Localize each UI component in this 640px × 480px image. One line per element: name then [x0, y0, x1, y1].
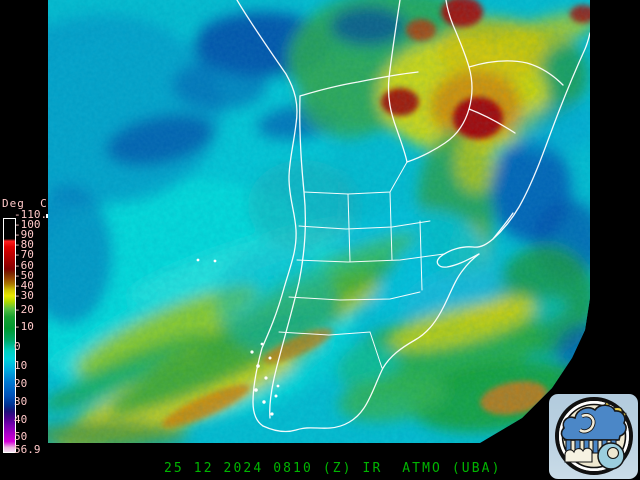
atmo-emblem: [555, 397, 633, 475]
scale-tick-label: 10: [14, 359, 28, 372]
andes-border: [269, 95, 307, 419]
emblem-white-ring: [559, 401, 629, 471]
brazil-border: [468, 60, 564, 86]
uruguay-border: [492, 212, 514, 240]
scale-tick-label: 56.9: [14, 443, 41, 456]
pacific-coastline: [236, 0, 298, 427]
paraguay-border: [406, 0, 473, 163]
scale-tick-label: -40: [14, 279, 34, 292]
timestamp-label: 25 12 2024 0810 (Z) IR ATMO (UBA): [164, 461, 502, 476]
bolivia-border: [299, 71, 419, 97]
province-borders: [278, 161, 445, 369]
scale-tick-label: 20: [14, 377, 28, 390]
scale-tick-label: 40: [14, 413, 28, 426]
scale-tick-label: -30: [14, 289, 34, 302]
andes-ice-speckles: [196, 258, 280, 416]
noise-texture-light: [48, 0, 590, 443]
scale-tick-label: -60: [14, 259, 34, 272]
rio-de-la-plata: [436, 32, 590, 268]
scale-tick-label: -50: [14, 269, 34, 282]
scale-tick-label: -80: [14, 238, 34, 251]
cloud-icon: [560, 404, 627, 441]
scale-tick-label: -110.: [14, 208, 48, 221]
satellite-ir-image: [48, 0, 590, 443]
map-borders: [236, 0, 590, 433]
scale-tick-label: -10: [14, 320, 34, 333]
atlantic-coastline: [262, 253, 480, 433]
scale-tick-label: -90: [14, 228, 34, 241]
scale-title: Deg C: [2, 197, 48, 210]
colorbar: [3, 218, 16, 453]
wave-icon: [564, 442, 625, 470]
scale-tick-label: -70: [14, 248, 34, 261]
scale-tick-label: 30: [14, 395, 28, 408]
atmo-logo: [549, 394, 638, 479]
scale-tick-label: 50: [14, 430, 28, 443]
paraguay-river: [387, 0, 408, 163]
scale-tick-label: -20: [14, 303, 34, 316]
scale-tick-label: 0: [14, 340, 21, 353]
misiones-border: [468, 108, 516, 134]
scale-tick-label: -100: [14, 218, 41, 231]
